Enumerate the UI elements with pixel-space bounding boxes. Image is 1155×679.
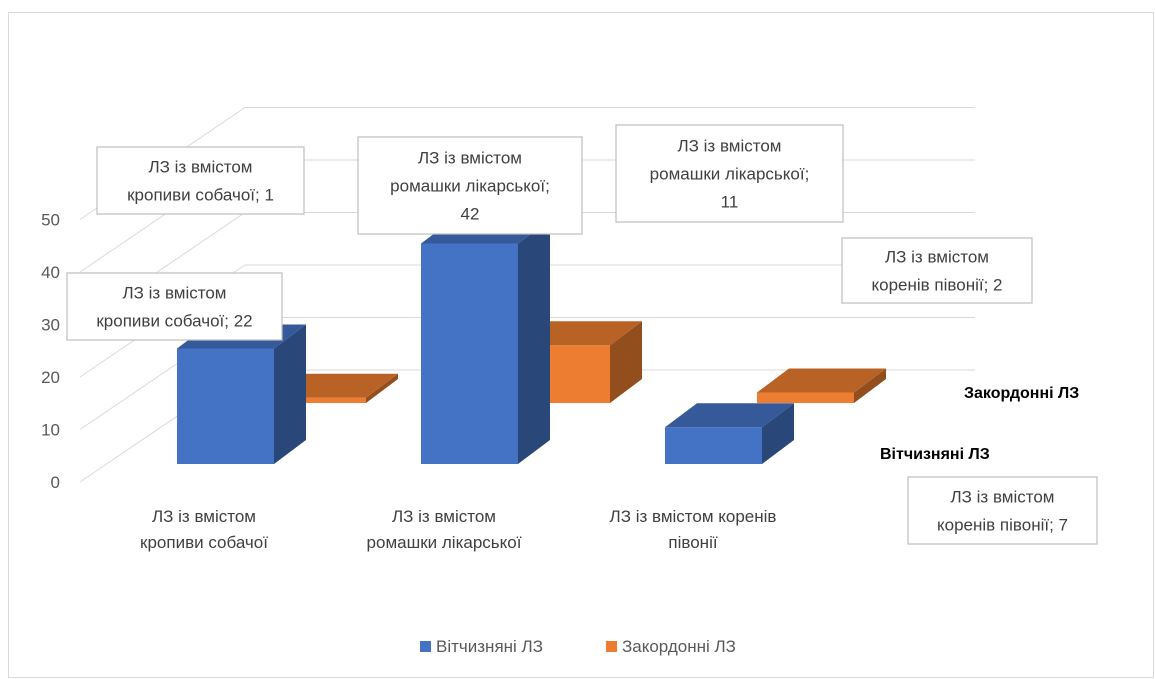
bar-s1-c2 (757, 368, 886, 403)
data-label-text: ЛЗ із вмістом кропиви собачої; 1ЛЗ із вмі… (127, 158, 274, 205)
bar-s0-c2 (665, 403, 794, 464)
data-label-line: коренів півонії; 2 (872, 276, 1003, 295)
y-tick-label: 10 (41, 421, 60, 440)
category-label-line: ЛЗ із вмістом коренів (610, 507, 777, 526)
data-label-line: ЛЗ із вмістом (678, 137, 782, 156)
series-label-front: Вітчизняні ЛЗ (880, 446, 990, 463)
bar-s1-c2-side (854, 368, 886, 403)
data-label-box (841, 237, 1033, 304)
legend-label-foreign: Закордонні ЛЗ (622, 637, 736, 656)
y-tick-label: 0 (51, 473, 60, 492)
y-tick-label: 40 (41, 263, 60, 282)
data-label-line: кропиви собачої; 1 (127, 186, 274, 205)
data-label-line: 42 (461, 205, 480, 224)
data-label-box (615, 124, 844, 223)
data-label-line: ЛЗ із вмістом (885, 248, 989, 267)
data-label-line: ромашки лікарської; (650, 165, 810, 184)
data-label-s0c2: ЛЗ із вмістом коренів півонії; 7ЛЗ із вмі… (907, 476, 1098, 545)
data-label-line: ромашки лікарської; (390, 177, 550, 196)
bar-marks (177, 219, 886, 464)
data-labels: ЛЗ із вмістом кропиви собачої; 22 ЛЗ із вм… (66, 124, 1098, 545)
data-label-text: ЛЗ із вмістом коренів півонії; 7ЛЗ із вмі… (937, 488, 1068, 535)
data-label-line: коренів півонії; 7 (937, 516, 1068, 535)
bar-s0-c2-side (762, 403, 794, 464)
category-labels: ЛЗ із вмістом кропиви собачої ЛЗ із вмісто… (140, 507, 776, 552)
data-label-s1c2: ЛЗ із вмістом коренів півонії; 2ЛЗ із вмі… (841, 237, 1033, 304)
data-label-box (907, 476, 1098, 545)
legend-swatch-foreign (606, 641, 617, 652)
category-label-line: півонії (668, 533, 717, 552)
y-tick-label: 20 (41, 368, 60, 387)
data-label-line: ЛЗ із вмістом (123, 284, 227, 303)
data-label-line: кропиви собачої; 22 (96, 312, 252, 331)
series-label-back: Закордонні ЛЗ (964, 385, 1079, 402)
data-label-s1c0: ЛЗ із вмістом кропиви собачої; 1ЛЗ із вмі… (96, 146, 305, 215)
bar-s0-c1-side (518, 219, 550, 464)
legend-swatch-domestic (420, 641, 431, 652)
data-label-text: ЛЗ із вмістом коренів півонії; 2ЛЗ із вмі… (872, 248, 1003, 295)
bar-s1-c0-front (269, 397, 366, 403)
y-tick-label: 50 (41, 211, 60, 230)
data-label-line: ЛЗ із вмістом (951, 488, 1055, 507)
y-axis-ticks: 0 10 20 30 40 50 (41, 211, 60, 493)
bar-s0-c0-front (177, 348, 274, 464)
bar-s1-c2-front (757, 392, 854, 403)
bar-s0-c1 (421, 219, 550, 464)
legend-label-domestic: Вітчизняні ЛЗ (436, 637, 543, 656)
category-label-line: ЛЗ із вмістом (392, 507, 496, 526)
legend: Вітчизняні ЛЗ Закордонні ЛЗ (420, 637, 736, 656)
data-label-box (96, 146, 305, 215)
data-label-line: 11 (721, 193, 739, 212)
category-label-line: ЛЗ із вмістом (152, 507, 256, 526)
data-label-line: ЛЗ із вмістом (418, 149, 522, 168)
bar-s0-c2-top (665, 403, 794, 428)
bar-s1-c2-top (757, 368, 886, 393)
bar-s0-c0 (177, 324, 306, 464)
category-label-line: ромашки лікарської (367, 533, 522, 552)
bar-s0-c1-front (421, 243, 518, 464)
data-label-box (357, 136, 583, 235)
bar-s1-c1-side (610, 321, 642, 403)
category-label-line: кропиви собачої (140, 533, 268, 552)
data-label-line: ЛЗ із вмістом (149, 158, 253, 177)
bar-s1-c0-side (366, 373, 398, 403)
y-tick-label: 30 (41, 316, 60, 335)
data-label-box (66, 272, 283, 341)
bar-s0-c0-side (274, 324, 306, 464)
bar-s0-c2-front (665, 427, 762, 464)
series-depth-labels: Закордонні ЛЗ Вітчизняні ЛЗ (880, 385, 1079, 463)
